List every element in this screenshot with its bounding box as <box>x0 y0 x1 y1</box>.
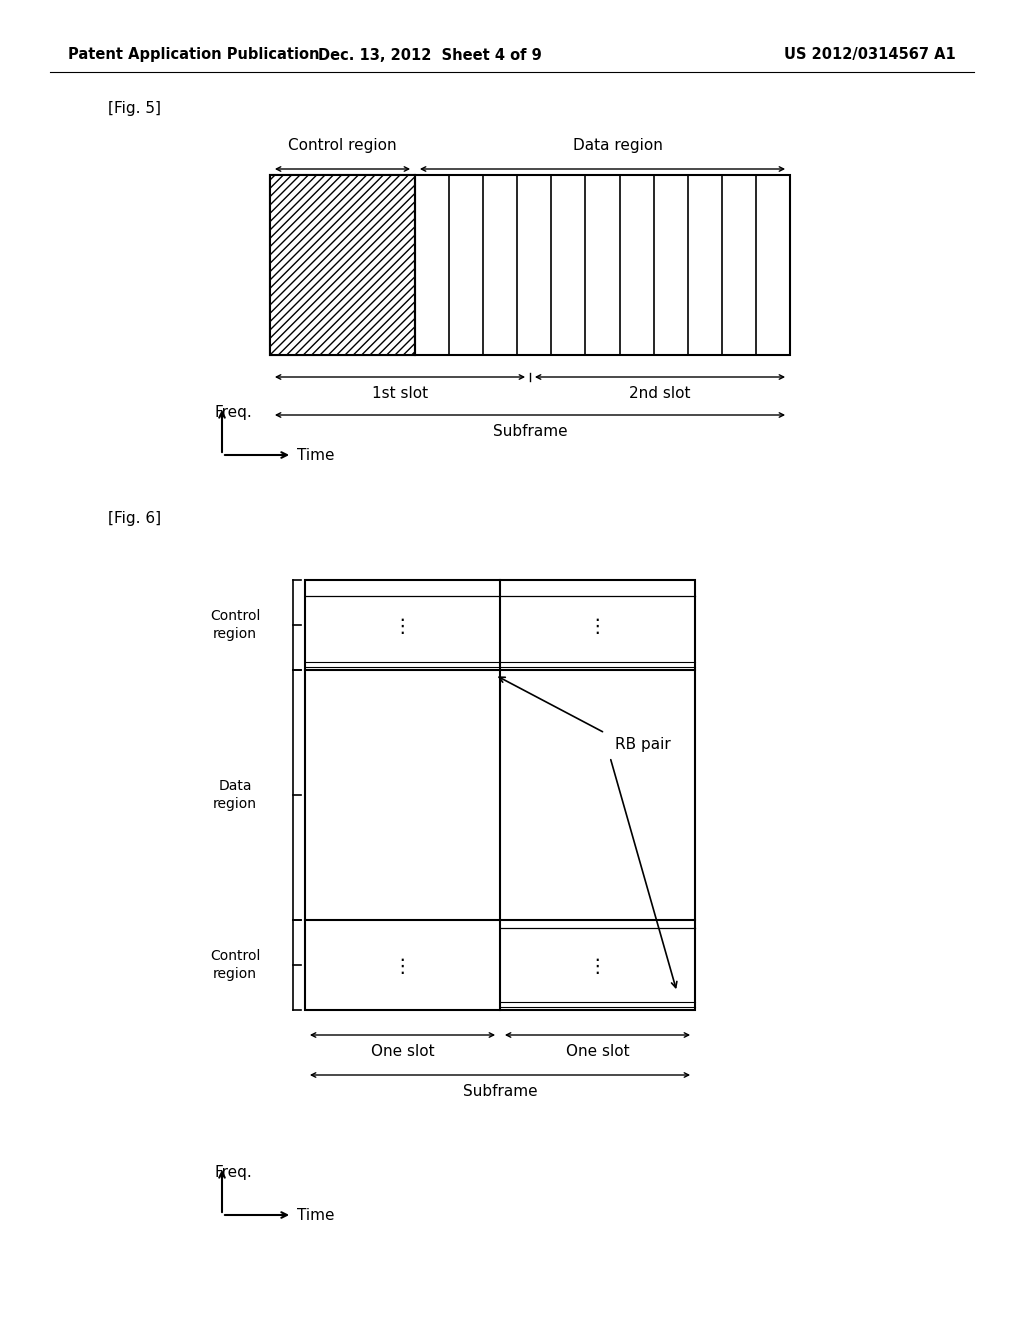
Text: RB pair: RB pair <box>615 738 671 752</box>
Text: Time: Time <box>297 1208 335 1222</box>
Text: 1st slot: 1st slot <box>372 385 428 400</box>
Text: Control
region: Control region <box>210 949 260 981</box>
Text: Dec. 13, 2012  Sheet 4 of 9: Dec. 13, 2012 Sheet 4 of 9 <box>318 48 542 62</box>
Text: One slot: One slot <box>565 1044 630 1059</box>
Bar <box>305 579 695 1010</box>
Text: Subframe: Subframe <box>463 1084 538 1098</box>
Text: ⋮: ⋮ <box>393 618 413 636</box>
Text: Control region: Control region <box>288 139 397 153</box>
Text: ⋮: ⋮ <box>588 618 607 636</box>
Text: Time: Time <box>297 447 335 462</box>
Text: Patent Application Publication: Patent Application Publication <box>68 48 319 62</box>
Bar <box>270 176 415 355</box>
Text: Control
region: Control region <box>210 609 260 642</box>
Text: Freq.: Freq. <box>214 1164 252 1180</box>
Text: One slot: One slot <box>371 1044 434 1059</box>
Text: [Fig. 5]: [Fig. 5] <box>108 100 161 116</box>
Text: Subframe: Subframe <box>493 424 567 438</box>
Text: ⋮: ⋮ <box>393 957 413 977</box>
Text: ⋮: ⋮ <box>588 957 607 977</box>
Text: Data region: Data region <box>572 139 663 153</box>
Text: Data
region: Data region <box>213 779 257 812</box>
Text: 2nd slot: 2nd slot <box>630 385 691 400</box>
Bar <box>270 176 790 355</box>
Text: US 2012/0314567 A1: US 2012/0314567 A1 <box>784 48 955 62</box>
Text: [Fig. 6]: [Fig. 6] <box>108 511 161 525</box>
Text: Freq.: Freq. <box>214 404 252 420</box>
